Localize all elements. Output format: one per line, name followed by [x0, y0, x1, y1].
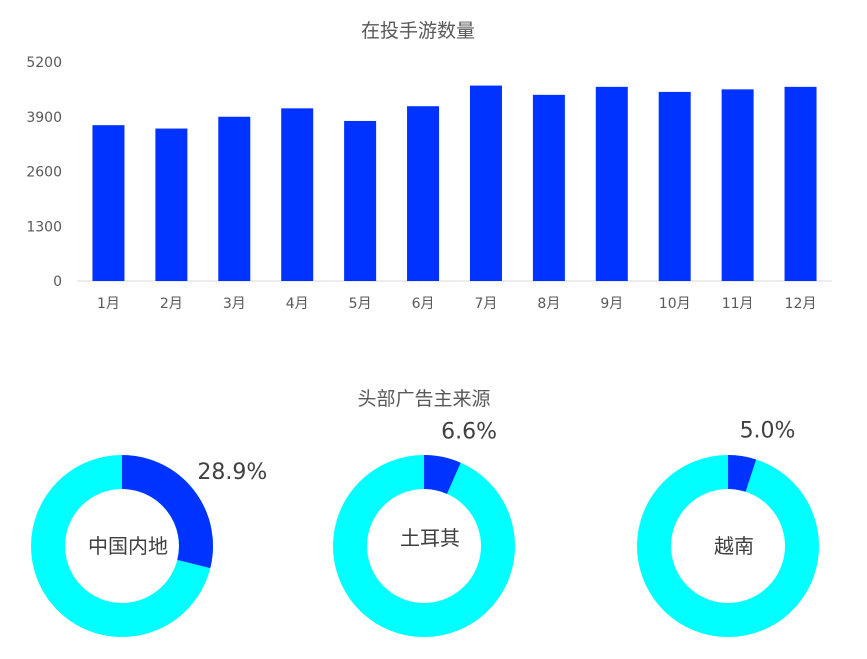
bar-8 — [532, 94, 565, 281]
bar-10 — [658, 91, 691, 282]
x-tick-label: 11月 — [722, 296, 754, 312]
donut-value-label: 28.9% — [197, 460, 267, 485]
x-tick-label: 3月 — [223, 296, 246, 312]
donut-charts: 28.9% 中国内地 6.6% 土耳其 5.0% 越南 — [31, 418, 819, 637]
donut-center-label: 中国内地 — [88, 534, 168, 558]
bar-12 — [784, 86, 817, 281]
donut-center-label: 越南 — [714, 534, 754, 558]
donut-highlight-slice — [423, 455, 461, 495]
donut-value-label: 5.0% — [740, 418, 796, 443]
x-tick-label: 1月 — [97, 296, 120, 312]
y-tick-label: 5200 — [26, 55, 62, 71]
bar-11 — [721, 89, 754, 281]
bar-5 — [344, 120, 377, 281]
donut-highlight-slice — [121, 455, 213, 569]
donut-center-label: 土耳其 — [400, 526, 460, 550]
y-tick-label: 1300 — [26, 219, 62, 235]
x-tick-label: 8月 — [537, 296, 560, 312]
bar-series — [92, 85, 817, 282]
x-tick-label: 9月 — [600, 296, 623, 312]
bar-9 — [595, 86, 628, 281]
donut-section-title: 头部广告主来源 — [357, 388, 490, 410]
x-tick-label: 5月 — [349, 296, 372, 312]
bar-4 — [281, 108, 314, 281]
y-tick-label: 3900 — [26, 110, 62, 126]
bar-3 — [218, 116, 251, 281]
bar-chart-title: 在投手游数量 — [361, 20, 475, 42]
x-tick-label: 6月 — [412, 296, 435, 312]
x-tick-label: 4月 — [286, 296, 309, 312]
y-tick-label: 2600 — [26, 165, 62, 181]
bar-1 — [92, 125, 125, 281]
x-axis: 1月 2月 3月 4月 5月 6月 7月 8月 9月 10月 11月 12月 — [97, 296, 816, 312]
donut-value-label: 6.6% — [441, 419, 497, 444]
bar-7 — [469, 85, 502, 281]
x-tick-label: 7月 — [474, 296, 497, 312]
bar-2 — [155, 128, 188, 281]
donut-highlight-slice — [727, 455, 757, 492]
bar-6 — [407, 106, 440, 281]
x-tick-label: 2月 — [160, 296, 183, 312]
y-tick-label: 0 — [53, 274, 62, 290]
x-tick-label: 12月 — [785, 296, 817, 312]
x-tick-label: 10月 — [659, 296, 691, 312]
y-axis: 0 1300 2600 3900 5200 — [26, 55, 62, 290]
